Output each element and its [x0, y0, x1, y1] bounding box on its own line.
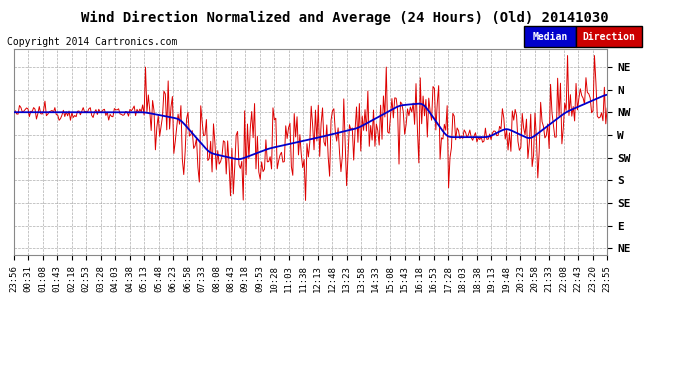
Text: Wind Direction Normalized and Average (24 Hours) (Old) 20141030: Wind Direction Normalized and Average (2…: [81, 11, 609, 26]
Text: Median: Median: [533, 32, 568, 42]
Text: Copyright 2014 Cartronics.com: Copyright 2014 Cartronics.com: [7, 37, 177, 47]
Text: Direction: Direction: [582, 32, 635, 42]
